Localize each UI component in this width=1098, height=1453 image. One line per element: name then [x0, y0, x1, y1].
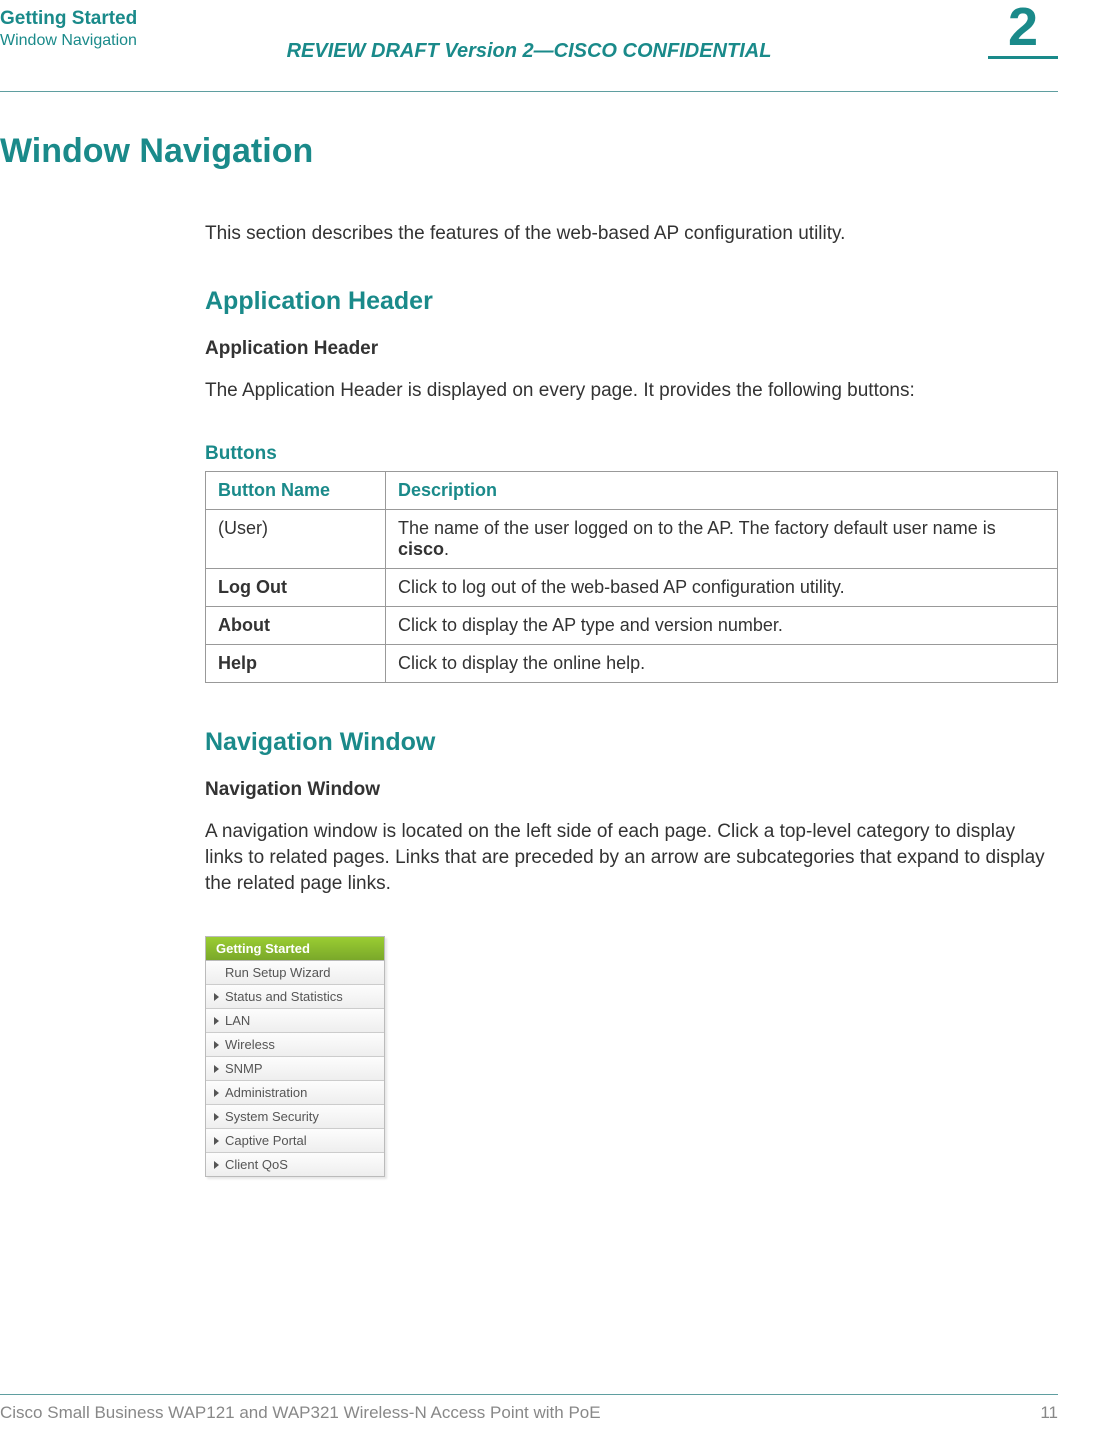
nav-item-administration[interactable]: Administration	[206, 1081, 384, 1105]
buttons-table: Button Name Description (User) The name …	[205, 471, 1058, 683]
table-row: Help Click to display the online help.	[206, 645, 1058, 683]
app-header-heading: Application Header	[205, 287, 1058, 316]
col-description: Description	[386, 472, 1058, 510]
page-footer: Cisco Small Business WAP121 and WAP321 W…	[0, 1394, 1058, 1423]
desc-suffix: .	[444, 539, 449, 559]
table-row: Log Out Click to log out of the web-base…	[206, 569, 1058, 607]
desc-bold: cisco	[398, 539, 444, 559]
chevron-right-icon	[214, 1161, 219, 1169]
chevron-right-icon	[214, 1017, 219, 1025]
nav-item-label: Wireless	[225, 1037, 275, 1052]
table-header-row: Button Name Description	[206, 472, 1058, 510]
nav-window-heading: Navigation Window	[205, 728, 1058, 757]
chevron-right-icon	[214, 1041, 219, 1049]
nav-menu-screenshot: Getting Started Run Setup Wizard Status …	[205, 936, 385, 1177]
nav-item-label: LAN	[225, 1013, 250, 1028]
app-header-subheading: Application Header	[205, 338, 1058, 360]
footer-page-number: 11	[1040, 1403, 1058, 1423]
cell-button-name: (User)	[206, 510, 386, 569]
cell-button-name: Help	[206, 645, 386, 683]
page-title: Window Navigation	[0, 132, 1058, 171]
chevron-right-icon	[214, 1137, 219, 1145]
cell-description: The name of the user logged on to the AP…	[386, 510, 1058, 569]
page-header: Getting Started Window Navigation REVIEW…	[0, 0, 1058, 92]
review-draft-banner: REVIEW DRAFT Version 2—CISCO CONFIDENTIA…	[0, 10, 1058, 81]
nav-item-label: Administration	[225, 1085, 307, 1100]
nav-item-lan[interactable]: LAN	[206, 1009, 384, 1033]
chapter-number-box: 2	[988, 0, 1058, 59]
nav-item-run-setup-wizard[interactable]: Run Setup Wizard	[206, 961, 384, 985]
nav-item-label: SNMP	[225, 1061, 263, 1076]
chapter-number: 2	[988, 0, 1058, 54]
chapter-title: Getting Started	[0, 8, 137, 30]
nav-item-status-statistics[interactable]: Status and Statistics	[206, 985, 384, 1009]
col-button-name: Button Name	[206, 472, 386, 510]
nav-window-subheading: Navigation Window	[205, 779, 1058, 801]
cell-button-name: About	[206, 607, 386, 645]
desc-prefix: The name of the user logged on to the AP…	[398, 518, 996, 538]
nav-item-label: System Security	[225, 1109, 319, 1124]
chevron-right-icon	[214, 1065, 219, 1073]
table-row: (User) The name of the user logged on to…	[206, 510, 1058, 569]
header-left: Getting Started Window Navigation	[0, 8, 137, 50]
nav-item-getting-started[interactable]: Getting Started	[206, 937, 384, 961]
chevron-right-icon	[214, 1089, 219, 1097]
table-row: About Click to display the AP type and v…	[206, 607, 1058, 645]
buttons-table-caption: Buttons	[205, 443, 1058, 465]
nav-window-text: A navigation window is located on the le…	[205, 819, 1058, 896]
chevron-right-icon	[214, 993, 219, 1001]
cell-button-name: Log Out	[206, 569, 386, 607]
nav-item-system-security[interactable]: System Security	[206, 1105, 384, 1129]
nav-item-captive-portal[interactable]: Captive Portal	[206, 1129, 384, 1153]
chevron-right-icon	[214, 1113, 219, 1121]
cell-description: Click to display the AP type and version…	[386, 607, 1058, 645]
nav-item-label: Client QoS	[225, 1157, 288, 1172]
cell-description: Click to log out of the web-based AP con…	[386, 569, 1058, 607]
nav-item-label: Captive Portal	[225, 1133, 307, 1148]
nav-item-label: Run Setup Wizard	[225, 965, 331, 980]
section-label: Window Navigation	[0, 32, 137, 50]
app-header-text: The Application Header is displayed on e…	[205, 378, 1058, 404]
nav-item-wireless[interactable]: Wireless	[206, 1033, 384, 1057]
content-block: This section describes the features of t…	[205, 221, 1058, 1177]
nav-item-client-qos[interactable]: Client QoS	[206, 1153, 384, 1176]
intro-paragraph: This section describes the features of t…	[205, 221, 1058, 247]
cell-description: Click to display the online help.	[386, 645, 1058, 683]
nav-item-label: Status and Statistics	[225, 989, 343, 1004]
nav-item-snmp[interactable]: SNMP	[206, 1057, 384, 1081]
footer-left: Cisco Small Business WAP121 and WAP321 W…	[0, 1403, 601, 1423]
